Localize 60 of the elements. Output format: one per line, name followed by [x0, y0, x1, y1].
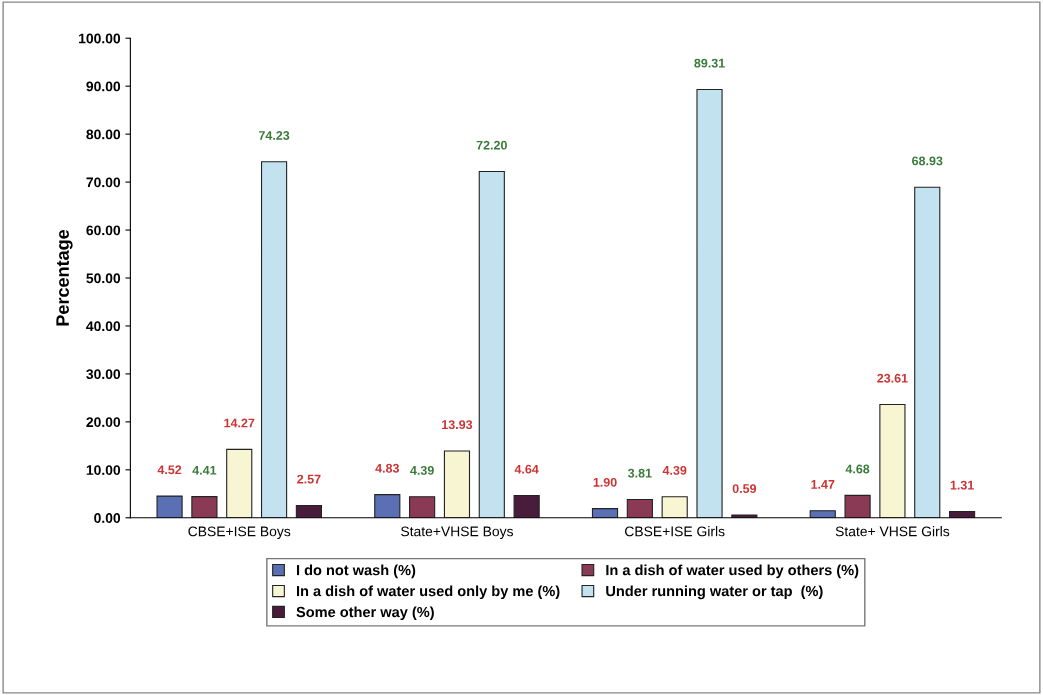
bar: [191, 496, 218, 518]
bar: [478, 170, 505, 518]
data-label: 0.59: [732, 484, 757, 494]
x-tick-label: State+ VHSE Girls: [835, 526, 950, 537]
data-label: 23.61: [877, 373, 908, 383]
y-tick-label: 40.00: [86, 321, 121, 332]
y-tick-label: 70.00: [86, 177, 121, 188]
bar: [513, 494, 540, 518]
x-tick-label: State+VHSE Boys: [401, 526, 514, 540]
y-tick-label: 90.00: [86, 81, 121, 92]
bar: [731, 514, 758, 518]
bar: [443, 450, 471, 518]
y-tick-label: 10.00: [86, 465, 121, 475]
bar: [260, 161, 288, 518]
y-tick-label: 100.00: [79, 33, 121, 44]
y-tick-label: 50.00: [86, 273, 121, 284]
legend-label: I do not wash (%): [296, 564, 416, 579]
data-label: 74.23: [258, 131, 290, 140]
y-tick-label: 80.00: [86, 129, 121, 140]
y-axis-title: Percentage: [56, 229, 73, 326]
data-label: 4.52: [157, 465, 182, 475]
data-label: 4.64: [514, 464, 539, 474]
bar: [661, 496, 688, 518]
y-tick-label: 20.00: [86, 417, 121, 428]
data-label: 1.90: [593, 477, 617, 487]
data-label: 1.31: [950, 480, 974, 490]
x-tick-label: CBSE+ISE Boys: [188, 526, 291, 540]
bar: [591, 508, 619, 518]
y-tick-label: 60.00: [86, 225, 121, 236]
data-label: 4.39: [410, 465, 434, 475]
bar: [295, 504, 323, 518]
data-label: 4.39: [662, 465, 687, 475]
bar: [844, 494, 871, 518]
bar: [809, 510, 836, 518]
x-tick-label: CBSE+ISE Girls: [625, 526, 725, 537]
data-label: 89.31: [694, 58, 725, 68]
bar: [879, 403, 906, 518]
bar: [226, 448, 253, 518]
data-label: 1.47: [811, 480, 835, 489]
legend-label: In a dish of water used only by me (%): [296, 585, 560, 600]
bar: [914, 186, 941, 518]
bar: [156, 495, 183, 518]
data-label: 3.81: [627, 468, 652, 478]
legend-label: Under running water or tap (%): [606, 585, 823, 600]
data-label: 4.68: [845, 464, 870, 474]
data-label: 14.27: [224, 418, 255, 428]
legend-label: In a dish of water used by others (%): [606, 564, 859, 579]
bar: [409, 496, 436, 518]
data-label: 4.41: [192, 465, 217, 475]
bar: [626, 498, 653, 518]
data-label: 72.20: [476, 140, 507, 150]
data-label: 68.93: [912, 156, 943, 166]
bar: [374, 494, 401, 518]
bar: [696, 88, 723, 518]
data-label: 2.57: [297, 474, 321, 484]
y-tick-label: 0.00: [94, 513, 121, 523]
data-label: 4.83: [375, 463, 400, 473]
data-label: 13.93: [442, 420, 473, 430]
legend-label: Some other way (%): [296, 606, 434, 621]
y-tick-label: 30.00: [86, 369, 121, 380]
